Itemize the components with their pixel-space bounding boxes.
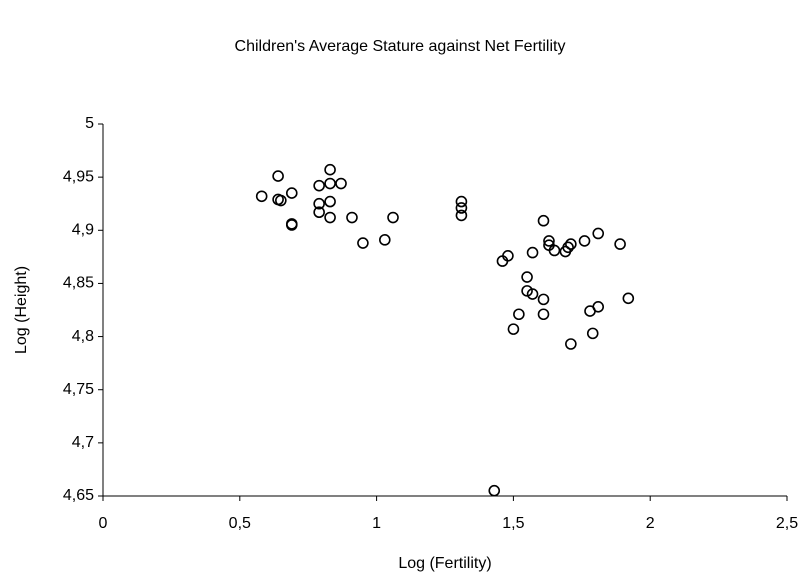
point [357, 237, 369, 249]
y-tick-label: 4,9 [72, 222, 94, 239]
point [324, 211, 336, 224]
y-tick-label: 4,85 [63, 275, 94, 292]
chart-title: Children's Average Stature against Net F… [235, 38, 566, 55]
point [313, 179, 325, 192]
point [324, 163, 336, 176]
x-axis-label: Log (Fertility) [398, 555, 491, 572]
x-tick-label: 1 [372, 515, 381, 532]
y-tick-label: 4,95 [63, 168, 94, 185]
point [513, 308, 525, 321]
y-axis-label: Log (Height) [13, 266, 30, 354]
point [592, 227, 605, 240]
point [313, 206, 325, 219]
point [578, 235, 591, 247]
point [285, 187, 298, 199]
x-tick-label: 1,5 [502, 515, 524, 532]
point [614, 238, 626, 250]
x-tick-label: 2 [646, 515, 655, 532]
point [335, 177, 347, 190]
point [537, 214, 550, 227]
point [548, 244, 561, 257]
y-tick-label: 4,65 [63, 487, 94, 504]
point [455, 202, 468, 214]
point [455, 209, 468, 222]
point [507, 323, 520, 335]
point [387, 211, 399, 224]
point [543, 235, 555, 247]
y-tick-label: 4,8 [72, 328, 94, 345]
point [285, 218, 298, 230]
point [488, 484, 501, 497]
point [324, 177, 336, 190]
point [313, 197, 325, 210]
y-tick-label: 4,7 [72, 434, 94, 451]
point [592, 301, 605, 313]
point [586, 327, 599, 340]
point [526, 288, 539, 300]
point [565, 338, 577, 350]
point [526, 246, 539, 259]
point [562, 241, 574, 254]
point [455, 195, 468, 208]
x-tick-label: 0 [99, 515, 108, 532]
point [272, 170, 284, 182]
point [502, 249, 514, 262]
point [537, 308, 550, 321]
point [346, 211, 358, 224]
y-tick-label: 4,75 [63, 381, 94, 398]
point [275, 194, 287, 207]
point [255, 190, 268, 203]
point [379, 234, 391, 246]
y-tick-label: 5 [85, 115, 94, 132]
point [565, 238, 577, 250]
point [324, 195, 336, 208]
x-tick-label: 2,5 [776, 515, 798, 532]
point [521, 271, 533, 283]
x-tick-label: 0,5 [229, 515, 251, 532]
point [537, 293, 550, 306]
point [622, 292, 635, 305]
